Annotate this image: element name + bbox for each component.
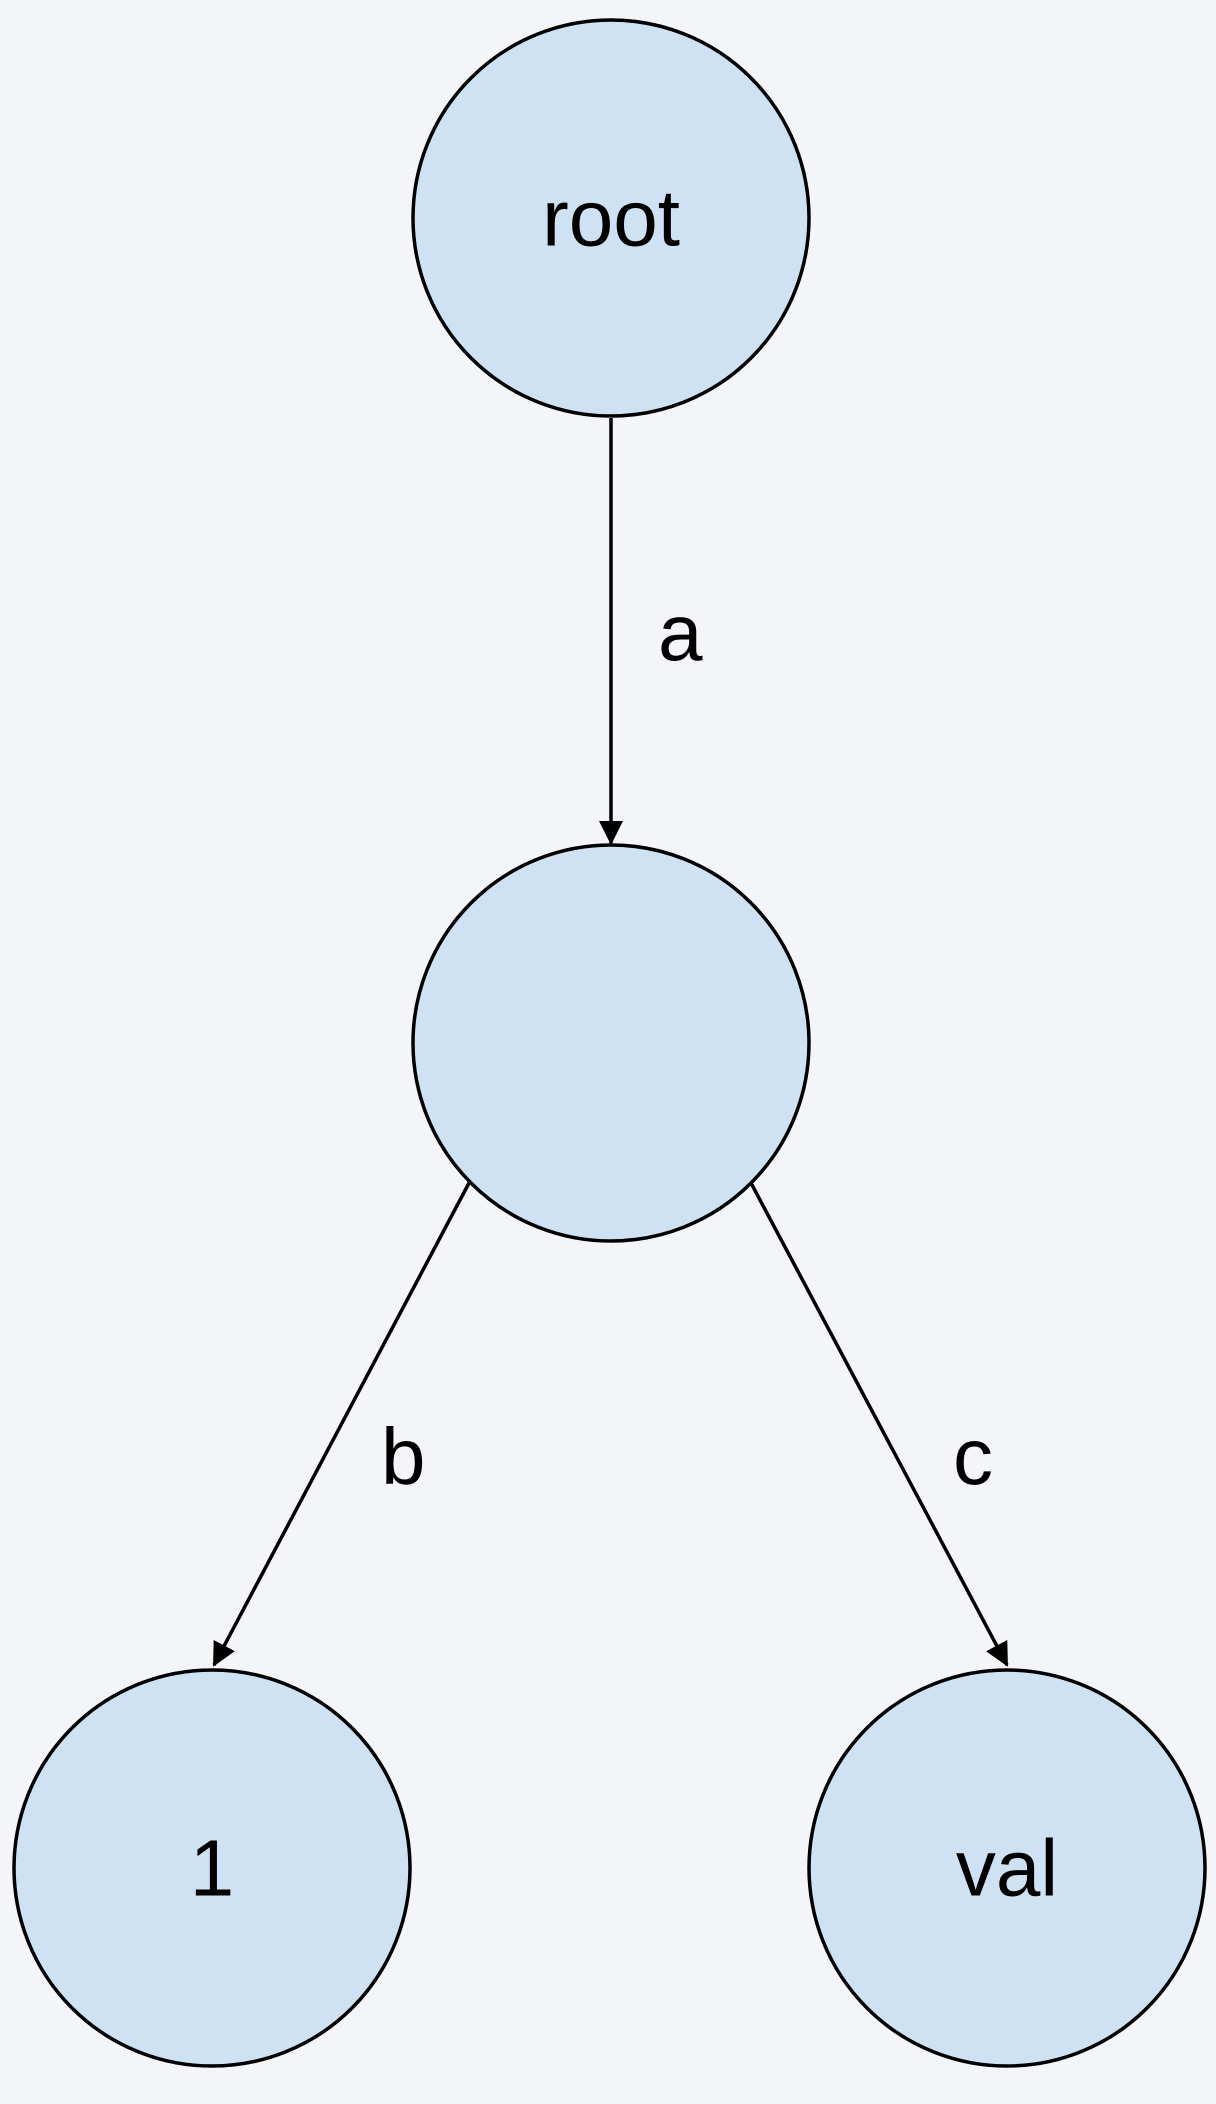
edge-mid-to-one: [212, 1182, 471, 1667]
edge-mid-to-val: [749, 1182, 1009, 1667]
node-label-val: val: [956, 1824, 1058, 1913]
edge-label-a: a: [658, 588, 703, 677]
edge-label-c: c: [953, 1412, 993, 1501]
edge-label-b: b: [381, 1412, 426, 1501]
node-val: val: [807, 1668, 1207, 2068]
node-one: 1: [12, 1668, 412, 2068]
node-root: root: [411, 18, 811, 418]
node-label-root: root: [542, 174, 680, 263]
edge-labels: a b c: [381, 588, 993, 1501]
node-mid: [411, 843, 811, 1243]
edges: [212, 418, 1009, 1667]
node-label-one: 1: [190, 1824, 235, 1913]
